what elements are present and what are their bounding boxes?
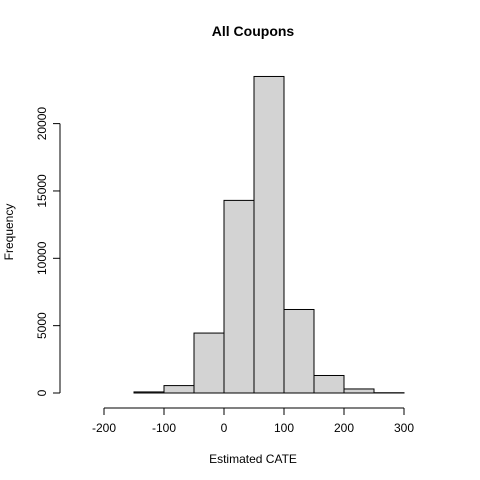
histogram-bar — [133, 391, 165, 394]
x-tick-label: 0 — [221, 421, 228, 435]
x-tick-label: 100 — [274, 421, 294, 435]
histogram-bar — [283, 308, 315, 394]
y-axis-label: Frequency — [2, 204, 16, 261]
x-axis-label: Estimated CATE — [209, 452, 297, 466]
histogram-bar — [193, 332, 225, 394]
histogram-bar — [253, 75, 285, 394]
histogram-bar — [343, 388, 375, 394]
chart-title: All Coupons — [212, 23, 295, 39]
y-tick-label: 5000 — [35, 312, 49, 339]
y-tick-label: 20000 — [35, 107, 49, 141]
histogram-bar — [313, 374, 345, 394]
x-tick-label: 300 — [394, 421, 414, 435]
histogram-bar — [223, 199, 255, 394]
histogram-bars — [133, 75, 405, 394]
y-tick-label: 10000 — [35, 241, 49, 275]
x-axis: -200 -100 0 100 200 300 — [92, 407, 414, 435]
y-tick-label: 0 — [35, 389, 49, 396]
histogram-bar — [163, 385, 195, 394]
x-tick-label: 200 — [334, 421, 354, 435]
y-tick-label: 15000 — [35, 174, 49, 208]
x-tick-label: -200 — [92, 421, 116, 435]
y-axis: 0 5000 10000 15000 20000 — [35, 107, 61, 396]
x-tick-label: -100 — [152, 421, 176, 435]
